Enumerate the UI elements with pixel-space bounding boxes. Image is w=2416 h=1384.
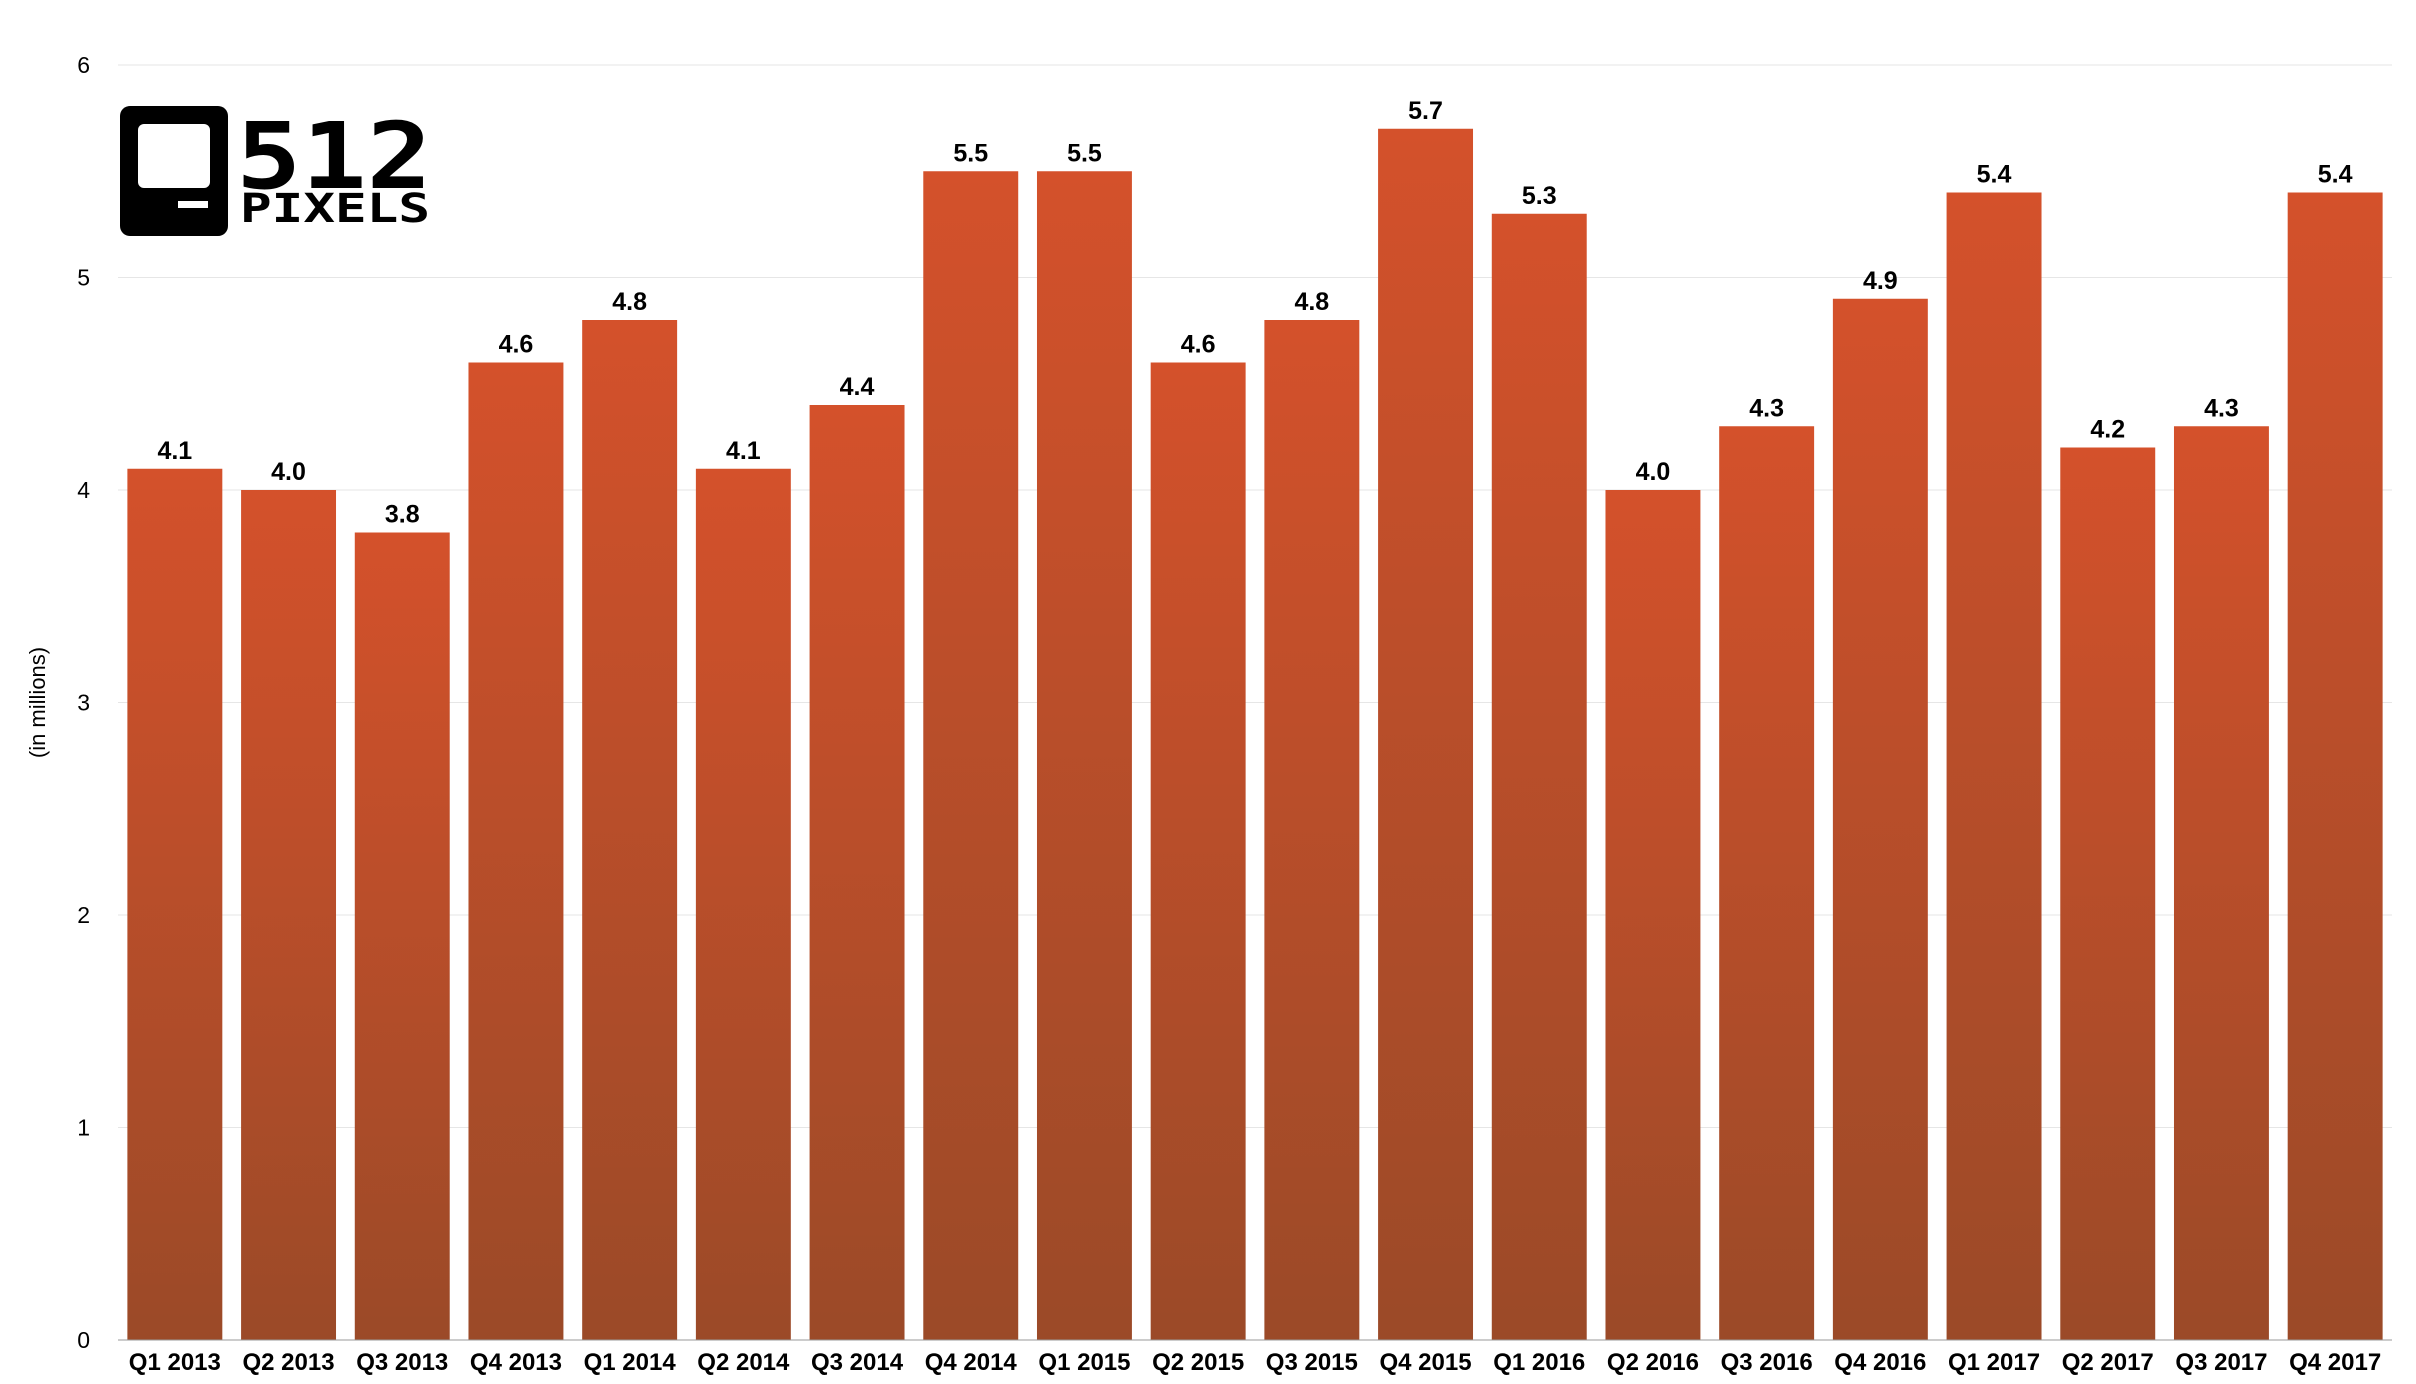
x-category-label: Q2 2016 [1607, 1349, 1699, 1376]
x-category-label: Q3 2014 [811, 1349, 904, 1376]
y-tick-label: 0 [77, 1327, 90, 1353]
bar-value-label: 4.1 [157, 437, 192, 465]
x-category-label: Q1 2015 [1038, 1349, 1130, 1376]
data-labels: 4.1 4.0 3.8 4.6 4.8 4.1 4.4 5.5 5.5 4.6 4.8 5.7 5.3 4… [157, 97, 2352, 529]
y-axis-label: (in millions) [25, 647, 50, 758]
y-tick-label: 5 [77, 265, 90, 291]
x-category-label: Q1 2014 [584, 1349, 677, 1376]
bar-value-label: 4.4 [840, 373, 875, 401]
bar-value-label: 5.5 [953, 139, 988, 167]
x-category-label: Q2 2017 [2062, 1349, 2154, 1376]
bar [695, 468, 791, 1340]
x-category-label: Q1 2016 [1493, 1349, 1585, 1376]
y-axis-ticks: 0 1 2 3 4 5 6 [77, 52, 90, 1353]
x-category-label: Q2 2015 [1152, 1349, 1244, 1376]
bar-value-label: 4.3 [1749, 394, 1784, 422]
x-category-label: Q4 2017 [2289, 1349, 2381, 1376]
bar [1946, 192, 2042, 1340]
x-category-label: Q1 2017 [1948, 1349, 2040, 1376]
bar-value-label: 4.0 [271, 458, 306, 486]
bar-value-label: 4.6 [499, 331, 534, 359]
bars [127, 128, 2383, 1340]
bar-value-label: 5.5 [1067, 139, 1102, 167]
bar [1036, 171, 1132, 1340]
bar [468, 362, 564, 1340]
bar [1719, 426, 1815, 1340]
bar [582, 320, 678, 1340]
bar [1264, 320, 1360, 1340]
x-category-label: Q3 2017 [2175, 1349, 2267, 1376]
bar [1832, 298, 1928, 1340]
monitor-icon [120, 106, 228, 236]
bar-value-label: 5.3 [1522, 182, 1557, 210]
bar [127, 468, 223, 1340]
bar-value-label: 4.9 [1863, 267, 1898, 295]
y-tick-label: 3 [77, 690, 90, 716]
bar-value-label: 4.0 [1636, 458, 1671, 486]
x-category-label: Q4 2015 [1380, 1349, 1472, 1376]
bar [241, 490, 337, 1340]
y-tick-label: 2 [77, 902, 90, 928]
bar-value-label: 4.8 [612, 288, 647, 316]
bar [2060, 447, 2156, 1340]
bar-value-label: 4.8 [1294, 288, 1329, 316]
x-axis-labels: Q1 2013 Q2 2013 Q3 2013 Q4 2013 Q1 2014 Q2 20… [129, 1349, 2381, 1376]
bar [2173, 426, 2269, 1340]
x-category-label: Q4 2014 [925, 1349, 1018, 1376]
logo-text-number: 512 [236, 103, 432, 210]
bar-value-label: 4.6 [1181, 331, 1216, 359]
bar [1378, 128, 1474, 1340]
logo-text-word: PIXELS [240, 186, 430, 232]
512-pixels-logo: 512 PIXELS [120, 103, 432, 236]
bar-value-label: 4.3 [2204, 394, 2239, 422]
x-category-label: Q4 2016 [1834, 1349, 1926, 1376]
bar-value-label: 4.1 [726, 437, 761, 465]
x-category-label: Q2 2014 [697, 1349, 790, 1376]
grid-lines [118, 64, 2392, 1128]
x-category-label: Q3 2016 [1721, 1349, 1813, 1376]
bar [1150, 362, 1246, 1340]
x-category-label: Q4 2013 [470, 1349, 562, 1376]
x-category-label: Q2 2013 [243, 1349, 335, 1376]
y-tick-label: 6 [77, 52, 90, 78]
x-category-label: Q3 2015 [1266, 1349, 1358, 1376]
x-category-label: Q3 2013 [356, 1349, 448, 1376]
x-category-label: Q1 2013 [129, 1349, 221, 1376]
bar [1605, 490, 1701, 1340]
bar [809, 405, 905, 1340]
bar-value-label: 4.2 [2090, 416, 2125, 444]
bar [1491, 213, 1587, 1340]
bar [923, 171, 1019, 1340]
bar-value-label: 3.8 [385, 501, 420, 529]
y-tick-label: 4 [77, 477, 90, 503]
bar [2287, 192, 2383, 1340]
bar-value-label: 5.4 [2318, 161, 2353, 189]
bar [354, 532, 450, 1340]
y-tick-label: 1 [77, 1115, 90, 1141]
bar-value-label: 5.7 [1408, 97, 1443, 125]
bar-value-label: 5.4 [1977, 161, 2012, 189]
